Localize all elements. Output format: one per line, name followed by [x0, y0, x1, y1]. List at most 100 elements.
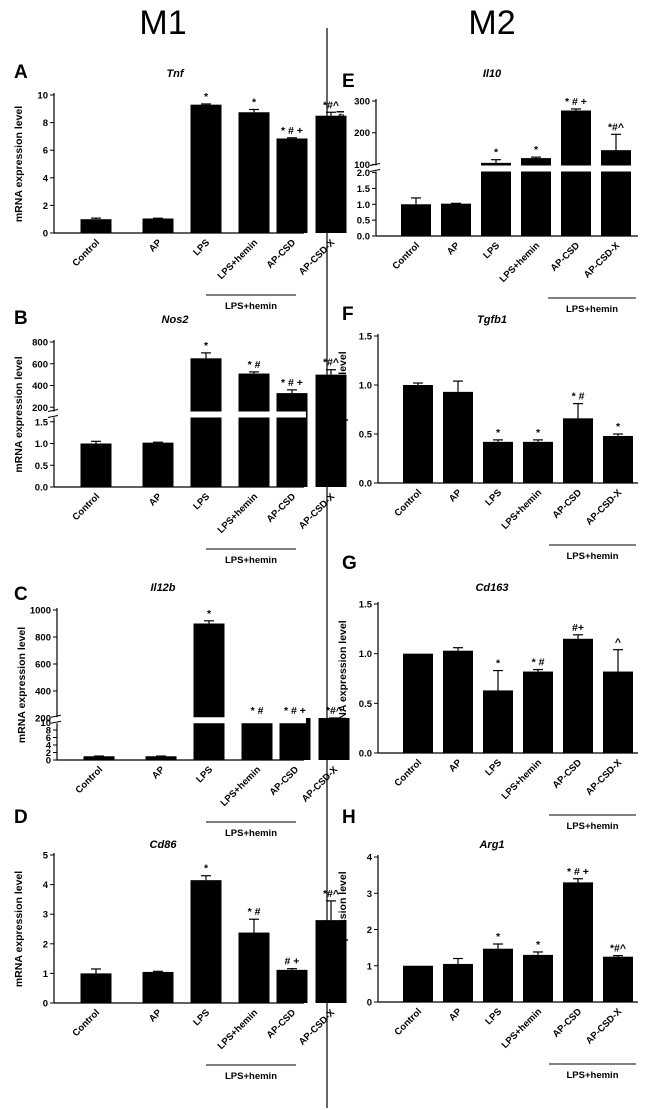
category-label: Control: [70, 1007, 102, 1039]
chart-panel-a: A Tnf mRNA expression level 0 2 4 6 8 10 Control A…: [13, 62, 347, 312]
y-tick-label: 4: [367, 853, 373, 864]
bar: [241, 718, 273, 760]
category-label: LPS+hemin: [498, 240, 543, 285]
bar: [142, 971, 174, 1003]
chart-title: Cd163: [475, 582, 508, 594]
bar: [315, 115, 347, 233]
significance-label: * #: [248, 906, 261, 918]
category-label: AP: [447, 487, 465, 505]
chart-title: Tnf: [166, 68, 184, 80]
bar: [443, 963, 473, 1002]
significance-label: *#^: [323, 99, 339, 111]
bar: [142, 218, 174, 233]
panel-label: D: [14, 807, 28, 828]
category-label: AP-CSD: [551, 757, 585, 791]
chart-panel-h: H Arg1 mRNA expression level 0 1 2 3 4 Control AP…: [337, 807, 638, 1081]
y-tick-label: 10: [40, 718, 51, 729]
y-tick-label: 0: [367, 998, 372, 1009]
bar: [443, 650, 473, 753]
y-tick-label: 2: [367, 925, 372, 936]
y-tick-label: 300: [354, 97, 370, 108]
category-label: LPS+hemin: [219, 764, 264, 809]
category-label: AP-CSD: [551, 487, 585, 521]
y-tick-label: 400: [35, 687, 51, 698]
category-label: AP-CSD: [268, 764, 302, 798]
category-label: AP-CSD-X: [582, 240, 623, 281]
group-label: LPS+hemin: [225, 555, 277, 566]
category-label: AP-CSD-X: [584, 757, 625, 798]
y-tick-label: 1: [43, 969, 49, 980]
significance-label: * # +: [565, 96, 587, 108]
y-axis-label: mRNA expression level: [337, 620, 349, 736]
y-tick-label: 10: [37, 91, 48, 102]
category-label: AP: [147, 491, 165, 509]
category-label: AP: [147, 1007, 165, 1025]
chart-title: Nos2: [162, 314, 189, 326]
y-tick-label: 4: [43, 880, 49, 891]
axis-break-mark: [47, 409, 59, 412]
y-tick-label: 0.0: [35, 483, 48, 494]
significance-label: * # +: [281, 377, 303, 389]
bar: [563, 882, 593, 1002]
axis-break: [370, 165, 640, 172]
group-label: LPS+hemin: [566, 304, 618, 315]
category-label: AP: [445, 240, 463, 258]
column-header-m2: M2: [468, 4, 515, 42]
significance-label: *: [534, 144, 539, 156]
axis-break-mark: [50, 714, 62, 718]
panel-label: B: [14, 308, 28, 329]
significance-label: *: [494, 147, 499, 159]
category-label: LPS+hemin: [216, 1007, 261, 1052]
bar: [142, 442, 174, 487]
category-label: AP-CSD: [549, 240, 583, 274]
significance-label: *#^: [610, 943, 626, 955]
significance-label: *: [207, 608, 212, 620]
category-label: Control: [392, 1006, 424, 1038]
y-tick-label: 1: [367, 961, 373, 972]
category-label: LPS: [483, 1006, 504, 1027]
y-axis-label: mRNA expression level: [337, 351, 349, 467]
y-tick-label: 1.0: [35, 439, 48, 450]
y-tick-label: 400: [32, 381, 48, 392]
panel-label: F: [342, 304, 354, 325]
y-tick-label: 8: [43, 118, 48, 129]
y-tick-label: 3: [367, 889, 372, 900]
category-label: AP: [150, 764, 168, 782]
y-tick-label: 1.5: [359, 332, 373, 343]
panel-label: C: [14, 584, 28, 605]
category-label: Control: [390, 240, 422, 272]
significance-label: *: [204, 91, 209, 103]
y-tick-label: 600: [32, 359, 48, 370]
category-label: AP-CSD-X: [584, 1006, 625, 1047]
significance-label: *: [204, 340, 209, 352]
chart-panel-e: E Il10 mRNA expression level 0.0 0.5 1.0 1.5 2.…: [335, 68, 640, 315]
category-label: Control: [70, 491, 102, 523]
y-tick-label: 6: [43, 146, 48, 157]
category-label: AP-CSD-X: [297, 237, 338, 278]
panel-label: E: [342, 71, 355, 92]
y-tick-label: 0.0: [359, 479, 372, 490]
significance-label: *: [536, 427, 541, 439]
bar: [603, 956, 633, 1002]
significance-label: * #: [532, 657, 545, 669]
y-tick-label: 2: [43, 939, 48, 950]
bar: [276, 969, 308, 1003]
bar: [403, 965, 433, 1002]
chart-title: Tgfb1: [477, 314, 507, 326]
bar: [483, 690, 513, 753]
y-tick-label: 0: [46, 756, 51, 767]
panel-label: A: [14, 62, 28, 83]
category-label: LPS: [483, 487, 504, 508]
y-tick-label: 4: [43, 173, 49, 184]
category-label: Control: [73, 764, 105, 796]
column-header-m1: M1: [139, 4, 186, 42]
significance-label: * # +: [281, 125, 303, 137]
significance-label: *#^: [323, 888, 339, 900]
bar: [318, 718, 350, 760]
y-tick-label: 1.0: [357, 200, 370, 211]
bar: [238, 932, 270, 1003]
category-label: LPS: [194, 764, 215, 785]
y-tick-label: 0.5: [359, 430, 373, 441]
